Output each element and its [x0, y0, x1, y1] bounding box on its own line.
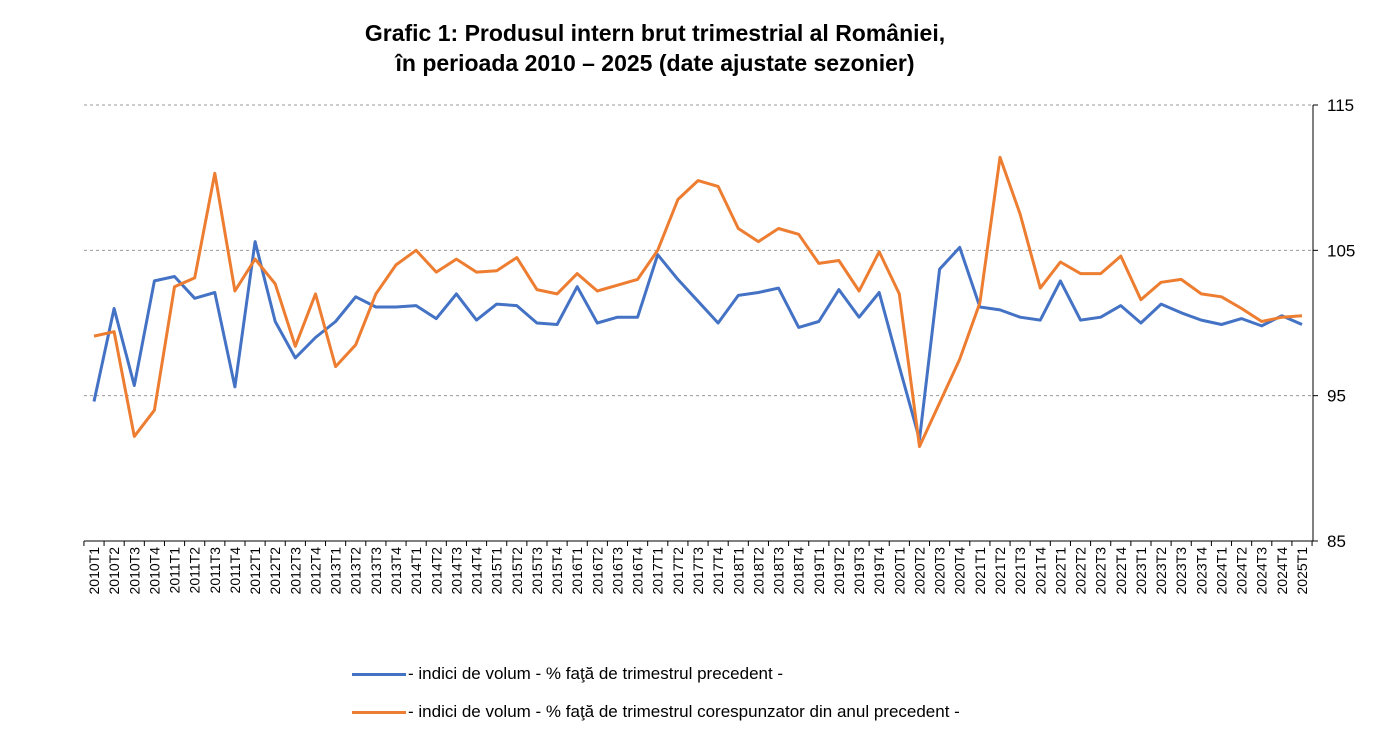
x-tick-label: 2024T4	[1274, 547, 1290, 595]
x-tick-label: 2021T4	[1032, 547, 1048, 595]
x-tick-label: 2024T3	[1254, 547, 1270, 595]
x-tick-label: 2013T1	[328, 547, 344, 595]
y-tick-label: 95	[1327, 387, 1346, 406]
x-tick-label: 2023T3	[1173, 547, 1189, 595]
x-tick-label: 2011T2	[187, 547, 203, 594]
x-tick-label: 2021T3	[1012, 547, 1028, 595]
x-tick-label: 2016T2	[589, 547, 605, 595]
x-tick-label: 2021T1	[972, 547, 988, 595]
x-tick-label: 2010T2	[106, 547, 122, 595]
y-tick-label: 115	[1327, 96, 1354, 115]
x-tick-label: 2023T2	[1153, 547, 1169, 595]
x-tick-label: 2013T2	[348, 547, 364, 595]
chart-title-line-2: în perioada 2010 – 2025 (date ajustate s…	[395, 50, 915, 76]
x-tick-label: 2020T2	[911, 547, 927, 595]
x-tick-label: 2012T1	[247, 547, 263, 595]
y-tick-label: 85	[1327, 532, 1346, 551]
legend-label-quarter-over-quarter: - indici de volum - % faţă de trimestrul…	[408, 664, 784, 683]
x-tick-label: 2025T1	[1294, 547, 1310, 595]
x-tick-label: 2023T4	[1193, 547, 1209, 595]
x-tick-label: 2022T2	[1073, 547, 1089, 595]
legend-item-quarter-over-quarter: - indici de volum - % faţă de trimestrul…	[352, 655, 960, 693]
x-tick-label: 2015T1	[489, 547, 505, 595]
x-tick-label: 2011T1	[167, 547, 183, 594]
x-tick-label: 2017T2	[670, 547, 686, 595]
x-tick-label: 2020T3	[932, 547, 948, 595]
line-chart: 85 95 105 115 2010T1 2010T2 2010T3 2010T4 2011T1…	[83, 96, 1355, 595]
x-tick-label: 2010T1	[86, 547, 102, 595]
x-tick-label: 2020T4	[952, 547, 968, 595]
x-tick-label: 2018T1	[730, 547, 746, 595]
x-tick-label: 2019T2	[831, 547, 847, 595]
x-tick-label: 2024T2	[1234, 547, 1250, 595]
x-tick-label: 2011T4	[227, 547, 243, 594]
x-tick-label: 2015T2	[509, 547, 525, 595]
x-tick-label: 2010T3	[126, 547, 142, 595]
x-tick-label: 2022T1	[1052, 547, 1068, 595]
x-tick-label: 2015T3	[529, 547, 545, 595]
x-tick-label: 2014T4	[469, 547, 485, 595]
x-tick-label: 2024T1	[1213, 547, 1229, 595]
x-tick-label: 2022T3	[1093, 547, 1109, 595]
x-tick-label: 2018T2	[750, 547, 766, 595]
x-tick-label: 2018T3	[771, 547, 787, 595]
x-tick-label: 2019T1	[811, 547, 827, 595]
x-tick-label: 2015T4	[549, 547, 565, 595]
x-tick-label: 2014T2	[428, 547, 444, 595]
x-tick-label: 2010T4	[146, 547, 162, 595]
legend-label-year-over-year: - indici de volum - % faţă de trimestrul…	[408, 702, 960, 721]
x-tick-label: 2018T4	[791, 547, 807, 595]
series-line-quarter-over-quarter	[92, 240, 1303, 441]
x-tick-label: 2019T3	[851, 547, 867, 595]
legend-swatch-blue	[352, 672, 406, 676]
chart-legend: - indici de volum - % faţă de trimestrul…	[352, 655, 960, 731]
x-tick-label: 2017T3	[690, 547, 706, 595]
legend-swatch-orange	[352, 710, 406, 714]
x-tick-label: 2017T4	[710, 547, 726, 595]
x-tick-label: 2021T2	[992, 547, 1008, 595]
x-tick-label: 2016T1	[569, 547, 585, 595]
x-tick-label: 2012T3	[287, 547, 303, 595]
x-tick-label: 2016T3	[609, 547, 625, 595]
x-tick-label: 2012T2	[267, 547, 283, 595]
x-tick-label: 2013T4	[388, 547, 404, 595]
x-tick-label: 2022T4	[1113, 547, 1129, 595]
chart-title: Grafic 1: Produsul intern brut trimestri…	[0, 18, 1310, 78]
x-tick-label: 2023T1	[1133, 547, 1149, 595]
chart-title-line-1: Grafic 1: Produsul intern brut trimestri…	[364, 20, 946, 46]
x-tick-label: 2013T3	[368, 547, 384, 595]
x-tick-label: 2012T4	[307, 547, 323, 595]
legend-item-year-over-year: - indici de volum - % faţă de trimestrul…	[352, 693, 960, 731]
y-tick-label: 105	[1327, 241, 1355, 260]
x-tick-label: 2011T3	[207, 547, 223, 594]
x-tick-label: 2019T4	[871, 547, 887, 595]
x-tick-label: 2014T1	[408, 547, 424, 595]
x-tick-label: 2014T3	[448, 547, 464, 595]
series-line-year-over-year	[93, 155, 1303, 448]
x-tick-label: 2020T1	[891, 547, 907, 595]
x-tick-label: 2016T4	[630, 547, 646, 595]
x-tick-label: 2017T1	[650, 547, 666, 595]
